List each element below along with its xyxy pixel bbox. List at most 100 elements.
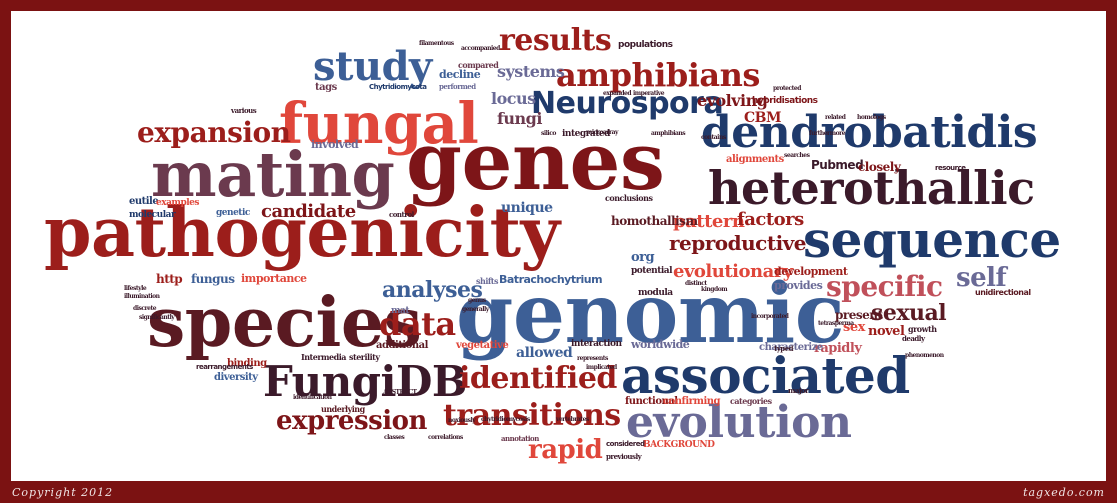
word-importance: importance <box>241 272 307 285</box>
word-searches: genus <box>468 297 486 304</box>
word-study: study <box>313 43 432 90</box>
word-sexual: sexual <box>871 300 947 326</box>
word-identification: lifestyle <box>124 285 147 292</box>
word-Pubmed: Pubmed <box>811 158 864 172</box>
word-vertebrates: correlations <box>428 434 463 441</box>
word-cloud: pathogenicity genomic genes mating speci… <box>11 11 1106 481</box>
word-sequence: sequence <box>803 210 1061 269</box>
word-transitions: transitions <box>443 398 621 433</box>
word-growth: tetrasperma <box>818 320 854 327</box>
word-discrete: resource <box>935 164 966 172</box>
word-binding: binding <box>227 358 267 369</box>
word-genes: genes <box>406 114 665 208</box>
word-represents: filamentous <box>419 40 454 47</box>
word-considered: vertebrates <box>556 416 589 423</box>
word-heterothallic: heterothallic <box>708 161 1035 215</box>
word-tags: tags <box>315 82 337 93</box>
word-orthology: characterize <box>759 342 823 353</box>
word-fungus: fungus <box>191 272 235 286</box>
word-filamentous: expanded <box>603 90 632 97</box>
word-mat: mat <box>391 306 410 316</box>
word-rapidly: rapidly <box>814 341 862 356</box>
word-BACKGROUND: considered <box>606 440 645 448</box>
word-genetic: genetic <box>216 208 250 218</box>
word-results: results <box>499 23 612 58</box>
word-correlations: noxiously <box>448 417 476 424</box>
word-mating: mating <box>151 138 395 211</box>
word-characterize: deadly <box>902 334 925 343</box>
word-imperative: related <box>825 114 846 121</box>
word-pathogenicity: pathogenicity <box>44 193 560 273</box>
word-microarray: amphibians <box>651 130 686 137</box>
word-evolution: evolution <box>626 397 852 448</box>
word-data: data <box>379 305 456 343</box>
word-sterility: sterility <box>349 352 380 362</box>
word-development: development <box>774 265 848 278</box>
word-associated: associated <box>621 346 910 405</box>
word-interaction: interaction <box>571 339 622 349</box>
word-allowed: allowed <box>516 345 573 361</box>
word-FungiDB: FungiDB <box>263 357 467 406</box>
brand-link[interactable]: tagxedo.com <box>1023 486 1105 499</box>
word-additional: additional <box>376 340 428 351</box>
word-contains: incorporated <box>751 313 789 320</box>
word-Intermedia: Intermedia <box>301 352 346 362</box>
word-compared: compared <box>458 60 499 70</box>
word-eutile: eutile <box>129 196 159 207</box>
word-typed: previously <box>606 452 642 461</box>
word-factors: factors <box>737 209 804 230</box>
word-expression: expression <box>276 406 427 436</box>
word-dendrobatidis: dendrobatidis <box>701 107 1038 158</box>
word-implicated: accompanied <box>461 45 500 52</box>
word-rearrangements: illumination <box>124 293 160 300</box>
word-decline: decline <box>439 68 481 81</box>
word-major: BACKGROUND <box>643 440 715 450</box>
word-evolutionary: evolutionary <box>673 261 793 282</box>
word-provides: provides <box>774 279 823 292</box>
word-noxiously: identification <box>293 394 332 401</box>
word-homologs: furthermore <box>809 130 846 137</box>
word-examples: examples <box>156 198 199 208</box>
word-illumination: significantly <box>139 314 175 321</box>
word-performed: performed <box>439 82 476 91</box>
word-identified: identified <box>459 361 617 396</box>
word-lifestyle: discrete <box>133 305 157 312</box>
word-control: control <box>389 210 414 219</box>
word-annotation: classes <box>384 434 405 441</box>
word-Chytridiomycota: Chytridiomycota <box>369 83 427 91</box>
word-involved: involved <box>311 138 359 151</box>
word-genus: integrated <box>562 129 610 139</box>
word-systems: systems <box>497 62 565 81</box>
word-unprecedented: phenomenon <box>905 352 944 359</box>
word-novel: novel <box>868 324 905 339</box>
word-protected: homologs <box>857 114 886 121</box>
word-resource: distinct <box>685 280 707 287</box>
word-candidate: candidate <box>261 201 356 222</box>
word-accompanied: imperative <box>633 90 665 97</box>
word-fungal: fungal <box>279 91 479 157</box>
word-expanded: protected <box>773 85 801 92</box>
word-furthermore: generally <box>462 306 489 313</box>
word-generally: microarray <box>586 129 619 136</box>
word-specific: specific <box>826 270 943 303</box>
word-analyses: analyses <box>382 277 483 303</box>
word-functional: functional <box>625 396 678 407</box>
word-underlying: underlying <box>321 404 365 414</box>
word-reproductive: reproductive <box>669 231 807 255</box>
word-tetrasperma: major <box>788 386 809 395</box>
word-http: http <box>156 272 183 286</box>
word-species: species <box>147 283 422 363</box>
word-unidirectional: growth <box>908 324 937 334</box>
copyright-text: Copyright 2012 <box>12 486 114 499</box>
word-potential: potential <box>631 266 673 276</box>
word-molecular: molecular <box>129 210 176 220</box>
word-chytridiomycosis: ABSTRACT <box>383 389 417 396</box>
word-Neurospora: Neurospora <box>531 86 724 121</box>
word-diversity: diversity <box>214 372 258 383</box>
word-cause: unidirectional <box>975 288 1031 297</box>
word-genomic: genomic <box>456 266 845 362</box>
word-distinct: implicated <box>586 364 617 371</box>
word-fungi: fungi <box>497 109 542 128</box>
word-present: present <box>835 308 883 322</box>
